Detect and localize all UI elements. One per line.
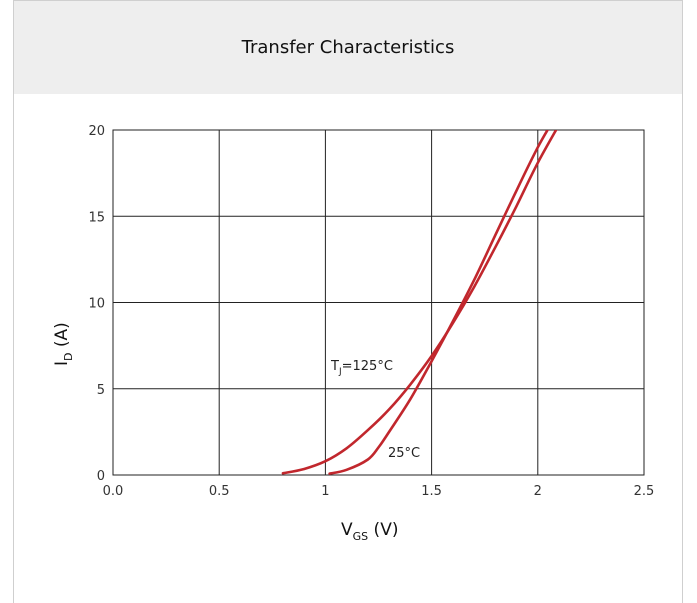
- grid-lines: [112, 129, 645, 476]
- y-tick-label: 10: [88, 297, 105, 312]
- tick-labels: 0.0 0.5 1 1.5 2 2.5 0 5 10 15 20: [88, 124, 654, 499]
- x-tick-label: 1: [321, 484, 329, 499]
- x-tick-label: 1.5: [421, 484, 442, 499]
- series-label-125c: TJ=125°C: [330, 359, 393, 377]
- chart-header: Transfer Characteristics: [14, 1, 682, 94]
- chart-title: Transfer Characteristics: [241, 37, 455, 58]
- series-line-25c: [328, 130, 550, 475]
- series-line-125c: [281, 130, 558, 475]
- x-tick-label: 2: [534, 484, 542, 499]
- series-layer: [281, 130, 558, 475]
- x-axis-label: VGS (V): [341, 520, 398, 543]
- y-tick-label: 5: [97, 383, 105, 398]
- x-tick-label: 0.5: [209, 484, 230, 499]
- x-tick-label: 2.5: [634, 484, 655, 499]
- y-tick-label: 15: [88, 210, 105, 225]
- y-tick-label: 20: [88, 124, 105, 139]
- chart-card: Transfer Characteristics: [13, 0, 683, 603]
- y-axis-label: ID (A): [52, 322, 75, 366]
- y-tick-label: 0: [97, 469, 105, 484]
- series-label-25c: 25°C: [388, 446, 420, 461]
- x-tick-label: 0.0: [103, 484, 124, 499]
